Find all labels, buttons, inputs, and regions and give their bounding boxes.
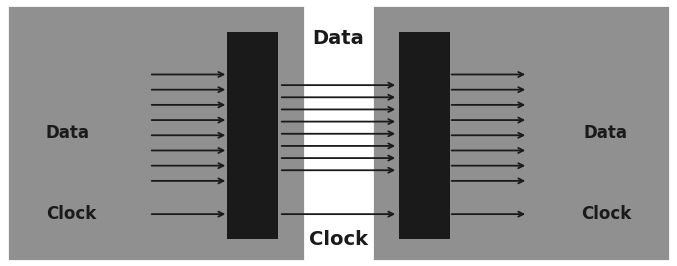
Bar xyxy=(372,5,670,261)
Text: Clock: Clock xyxy=(581,205,631,223)
Text: Data: Data xyxy=(313,29,364,48)
Text: Clock: Clock xyxy=(46,205,96,223)
Bar xyxy=(7,5,305,261)
Text: Data: Data xyxy=(584,124,628,142)
Bar xyxy=(227,32,278,239)
Bar xyxy=(399,32,450,239)
Text: Clock: Clock xyxy=(309,230,368,249)
Text: Data: Data xyxy=(46,124,89,142)
